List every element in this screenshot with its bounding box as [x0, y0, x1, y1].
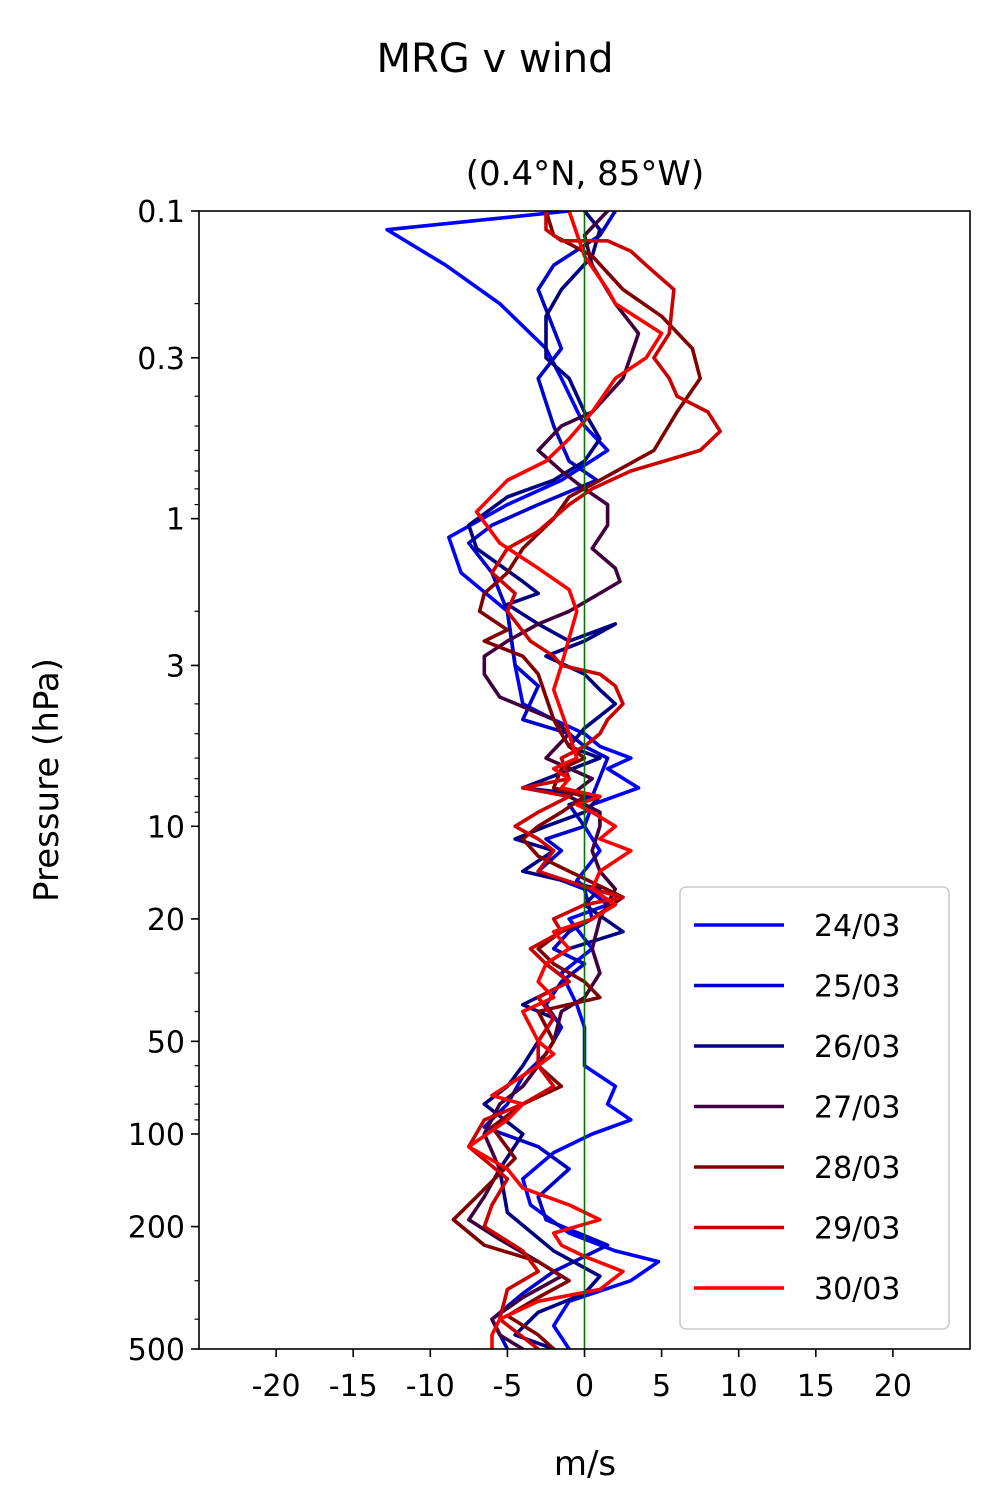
series-group [385, 211, 722, 1349]
legend-label: 27/03 [814, 1091, 900, 1126]
chart-title: (0.4°N, 85°W) [466, 154, 705, 194]
x-tick-label: -20 [252, 1369, 301, 1404]
y-tick-label: 100 [128, 1118, 185, 1153]
x-tick-label: 15 [797, 1369, 835, 1404]
legend-label: 24/03 [814, 909, 900, 944]
y-tick-label: 20 [147, 903, 185, 938]
x-tick-label: 0 [575, 1369, 594, 1404]
x-tick-label: -5 [492, 1369, 522, 1404]
legend: 24/03 25/03 26/03 27/03 28/03 29/03 30/03 [679, 886, 950, 1330]
x-tick-label: 10 [720, 1369, 758, 1404]
y-axis-ticks: 0.1 0.3 1 3 10 20 50 100 200 500 [128, 195, 199, 1368]
legend-label: 25/03 [814, 970, 900, 1005]
legend-label: 30/03 [814, 1272, 900, 1307]
x-tick-label: 5 [652, 1369, 671, 1404]
series-line-25-03 [467, 211, 618, 1349]
series-line-28-03 [451, 211, 702, 1349]
y-axis-label: Pressure (hPa) [27, 658, 67, 902]
y-tick-label: 10 [147, 810, 185, 845]
legend-label: 26/03 [814, 1030, 900, 1065]
y-tick-label: 50 [147, 1025, 185, 1060]
y-tick-label: 0.3 [137, 342, 185, 377]
figure-title: MRG v wind [377, 36, 614, 82]
y-tick-label: 0.1 [137, 195, 185, 230]
y-tick-label: 500 [128, 1333, 185, 1368]
y-tick-label: 3 [166, 649, 185, 684]
x-axis-ticks: -20 -15 -10 -5 0 5 10 15 20 [252, 1349, 912, 1404]
legend-box [679, 886, 950, 1330]
legend-label: 29/03 [814, 1212, 900, 1247]
y-tick-label: 1 [166, 503, 185, 538]
x-tick-label: -15 [329, 1369, 378, 1404]
x-axis-label: m/s [554, 1444, 616, 1484]
y-tick-label: 200 [128, 1211, 185, 1246]
plot-area: -20 -15 -10 -5 0 5 10 15 20 0.1 0.3 1 3 10 20 50 100 200… [128, 195, 971, 1404]
x-tick-label: 20 [874, 1369, 912, 1404]
series-line-29-03 [467, 211, 722, 1349]
x-tick-label: -10 [406, 1369, 455, 1404]
series-line-30-03 [467, 211, 664, 1349]
legend-label: 28/03 [814, 1151, 900, 1186]
